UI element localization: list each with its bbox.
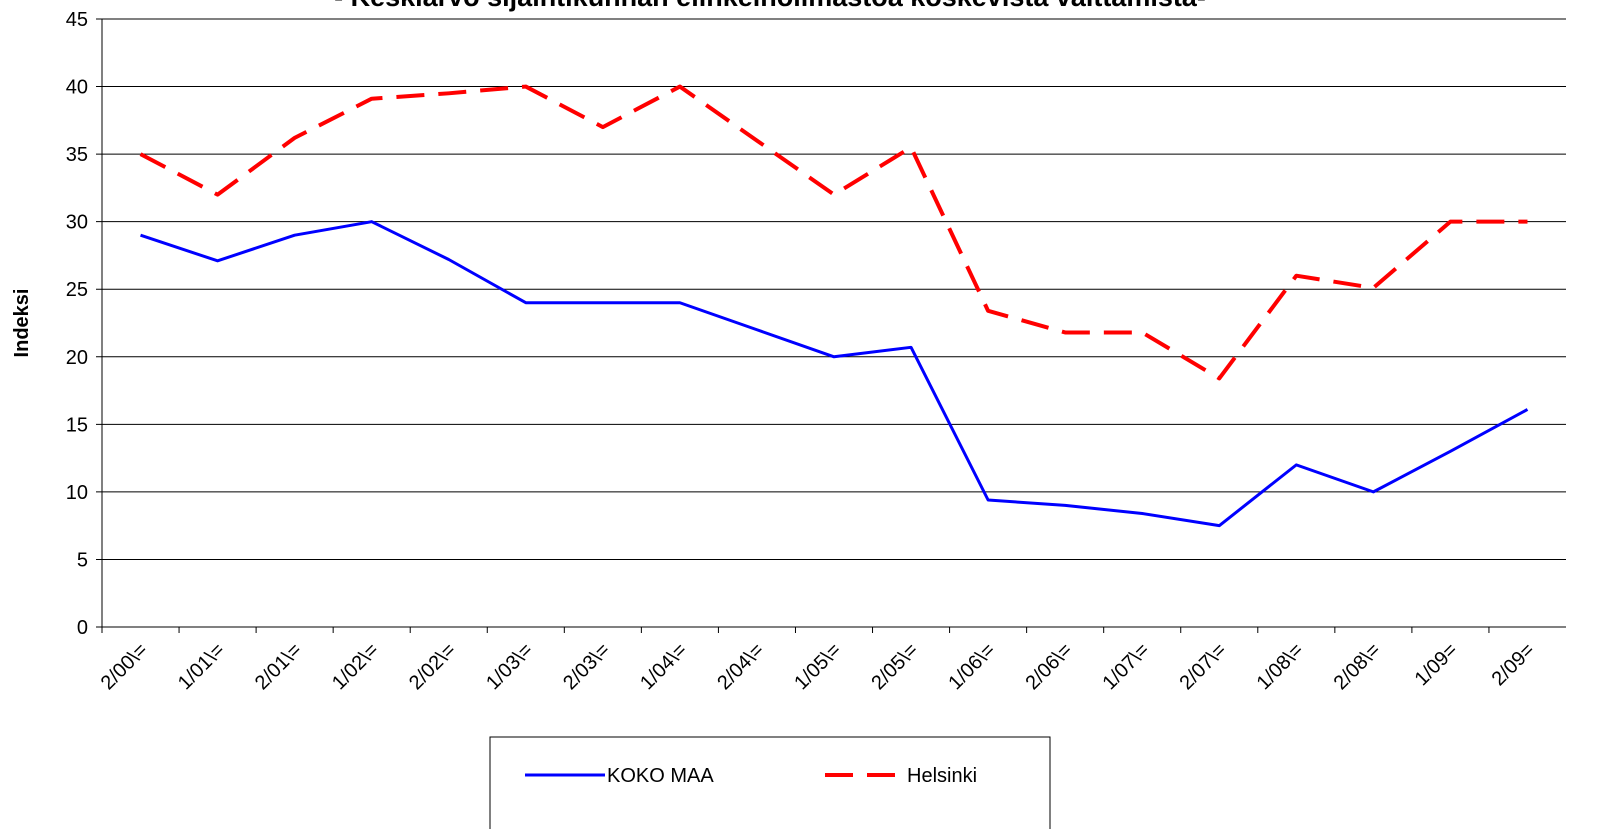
chart-title: - Keskiarvo sijaintikunnan elinkeinoilma…	[334, 0, 1206, 12]
x-tick-label: 2/06\=	[1021, 639, 1076, 694]
legend-label: Helsinki	[907, 765, 977, 787]
x-tick-label: 2/00\=	[97, 639, 152, 694]
x-tick-label: 2/01\=	[251, 639, 306, 694]
line-series	[140, 220, 1529, 528]
x-tick-label: 2/03\=	[559, 639, 614, 694]
x-tick-label: 2/07\=	[1176, 639, 1231, 694]
legend-label: KOKO MAA	[607, 765, 714, 787]
y-tick-label: 5	[77, 549, 88, 571]
x-tick-label: 2/02\=	[405, 639, 460, 694]
x-tick-label: 2/09=	[1488, 639, 1539, 690]
y-tick-label: 0	[77, 617, 88, 639]
y-tick-label: 30	[66, 212, 88, 234]
y-tick-label: 35	[66, 144, 88, 166]
x-tick-label: 1/03\=	[482, 639, 537, 694]
x-tick-label: 2/08\=	[1330, 639, 1385, 694]
x-tick-label: 1/04\=	[636, 639, 691, 694]
y-tick-label: 45	[66, 9, 88, 31]
x-tick-label: 1/01\=	[174, 639, 229, 694]
y-tick-label: 40	[66, 77, 88, 99]
x-tick-label: 2/05\=	[867, 639, 922, 694]
legend	[489, 736, 1051, 829]
y-tick-label: 15	[66, 414, 88, 436]
y-tick-label: 20	[66, 347, 88, 369]
x-tick-label: 1/02\=	[328, 639, 383, 694]
x-tick-label: 1/07\=	[1098, 639, 1153, 694]
y-tick-label: 25	[66, 279, 88, 301]
x-tick-label: 1/05\=	[790, 639, 845, 694]
x-tick-label: 1/06\=	[944, 639, 999, 694]
x-tick-label: 1/09=	[1411, 639, 1462, 690]
x-tick-label: 1/08\=	[1253, 639, 1308, 694]
y-tick-label: 10	[66, 482, 88, 504]
y-axis-label: Indeksi	[11, 289, 33, 358]
line-series	[139, 84, 1528, 381]
x-tick-label: 2/04\=	[713, 639, 768, 694]
